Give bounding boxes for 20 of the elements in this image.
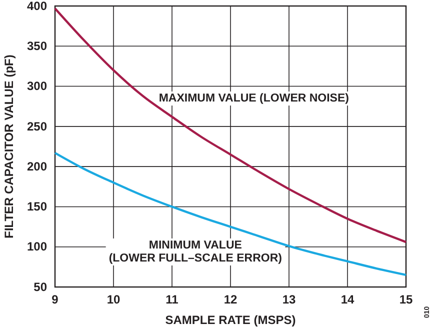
y-tick-label: 50 — [34, 280, 48, 294]
y-tick-label: 150 — [26, 200, 48, 214]
series-label: MINIMUM VALUE (LOWER FULL–SCALE ERROR) — [108, 239, 282, 264]
line-series — [54, 152, 408, 276]
x-tick-label: 12 — [224, 292, 238, 307]
x-axis-title: SAMPLE RATE (MSPS) — [165, 313, 296, 327]
y-tick-label: 400 — [26, 0, 48, 13]
series-label: MAXIMUM VALUE (LOWER NOISE) — [158, 92, 350, 105]
x-tick-label: 11 — [166, 292, 179, 307]
x-tick-label: 9 — [52, 292, 59, 307]
x-tick-label: 15 — [399, 292, 413, 307]
y-tick-label: 200 — [26, 159, 48, 174]
x-tick-label: 13 — [282, 292, 296, 307]
y-tick-label: 250 — [26, 119, 48, 134]
y-tick-label: 100 — [26, 240, 48, 254]
y-tick-label: 350 — [26, 38, 48, 53]
y-axis-title: FILTER CAPACITOR VALUE (pF) — [2, 54, 16, 238]
x-tick-label: 14 — [340, 292, 354, 307]
y-tick-label: 300 — [26, 79, 48, 94]
x-tick-label: 10 — [106, 292, 120, 307]
